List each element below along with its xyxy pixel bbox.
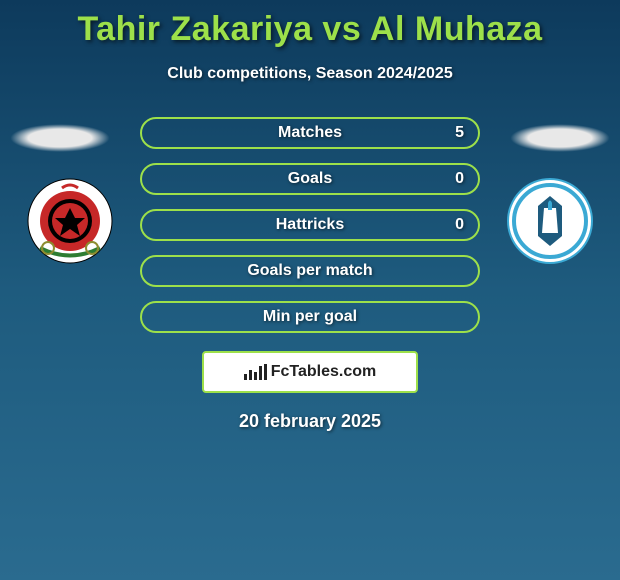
- club-logo-left: [20, 178, 120, 264]
- stat-row-matches: Matches 5: [140, 117, 480, 149]
- stat-right-value: 5: [455, 124, 464, 142]
- stat-row-min-per-goal: Min per goal: [140, 301, 480, 333]
- date-label: 20 february 2025: [0, 411, 620, 432]
- stat-row-goals-per-match: Goals per match: [140, 255, 480, 287]
- player-shadow-right: [510, 124, 610, 152]
- stat-row-hattricks: Hattricks 0: [140, 209, 480, 241]
- stat-label: Goals: [288, 170, 332, 188]
- club-logo-right: [500, 178, 600, 264]
- stat-right-value: 0: [455, 216, 464, 234]
- stat-row-goals: Goals 0: [140, 163, 480, 195]
- stat-right-value: 0: [455, 170, 464, 188]
- stat-label: Min per goal: [263, 308, 357, 326]
- player-shadow-left: [10, 124, 110, 152]
- source-badge[interactable]: FcTables.com: [202, 351, 418, 393]
- subtitle: Club competitions, Season 2024/2025: [0, 65, 620, 83]
- source-badge-text: FcTables.com: [271, 363, 377, 381]
- stat-label: Hattricks: [276, 216, 344, 234]
- chart-icon: [244, 364, 267, 380]
- stat-label: Matches: [278, 124, 342, 142]
- stat-label: Goals per match: [247, 262, 372, 280]
- page-title: Tahir Zakariya vs Al Muhaza: [0, 0, 620, 49]
